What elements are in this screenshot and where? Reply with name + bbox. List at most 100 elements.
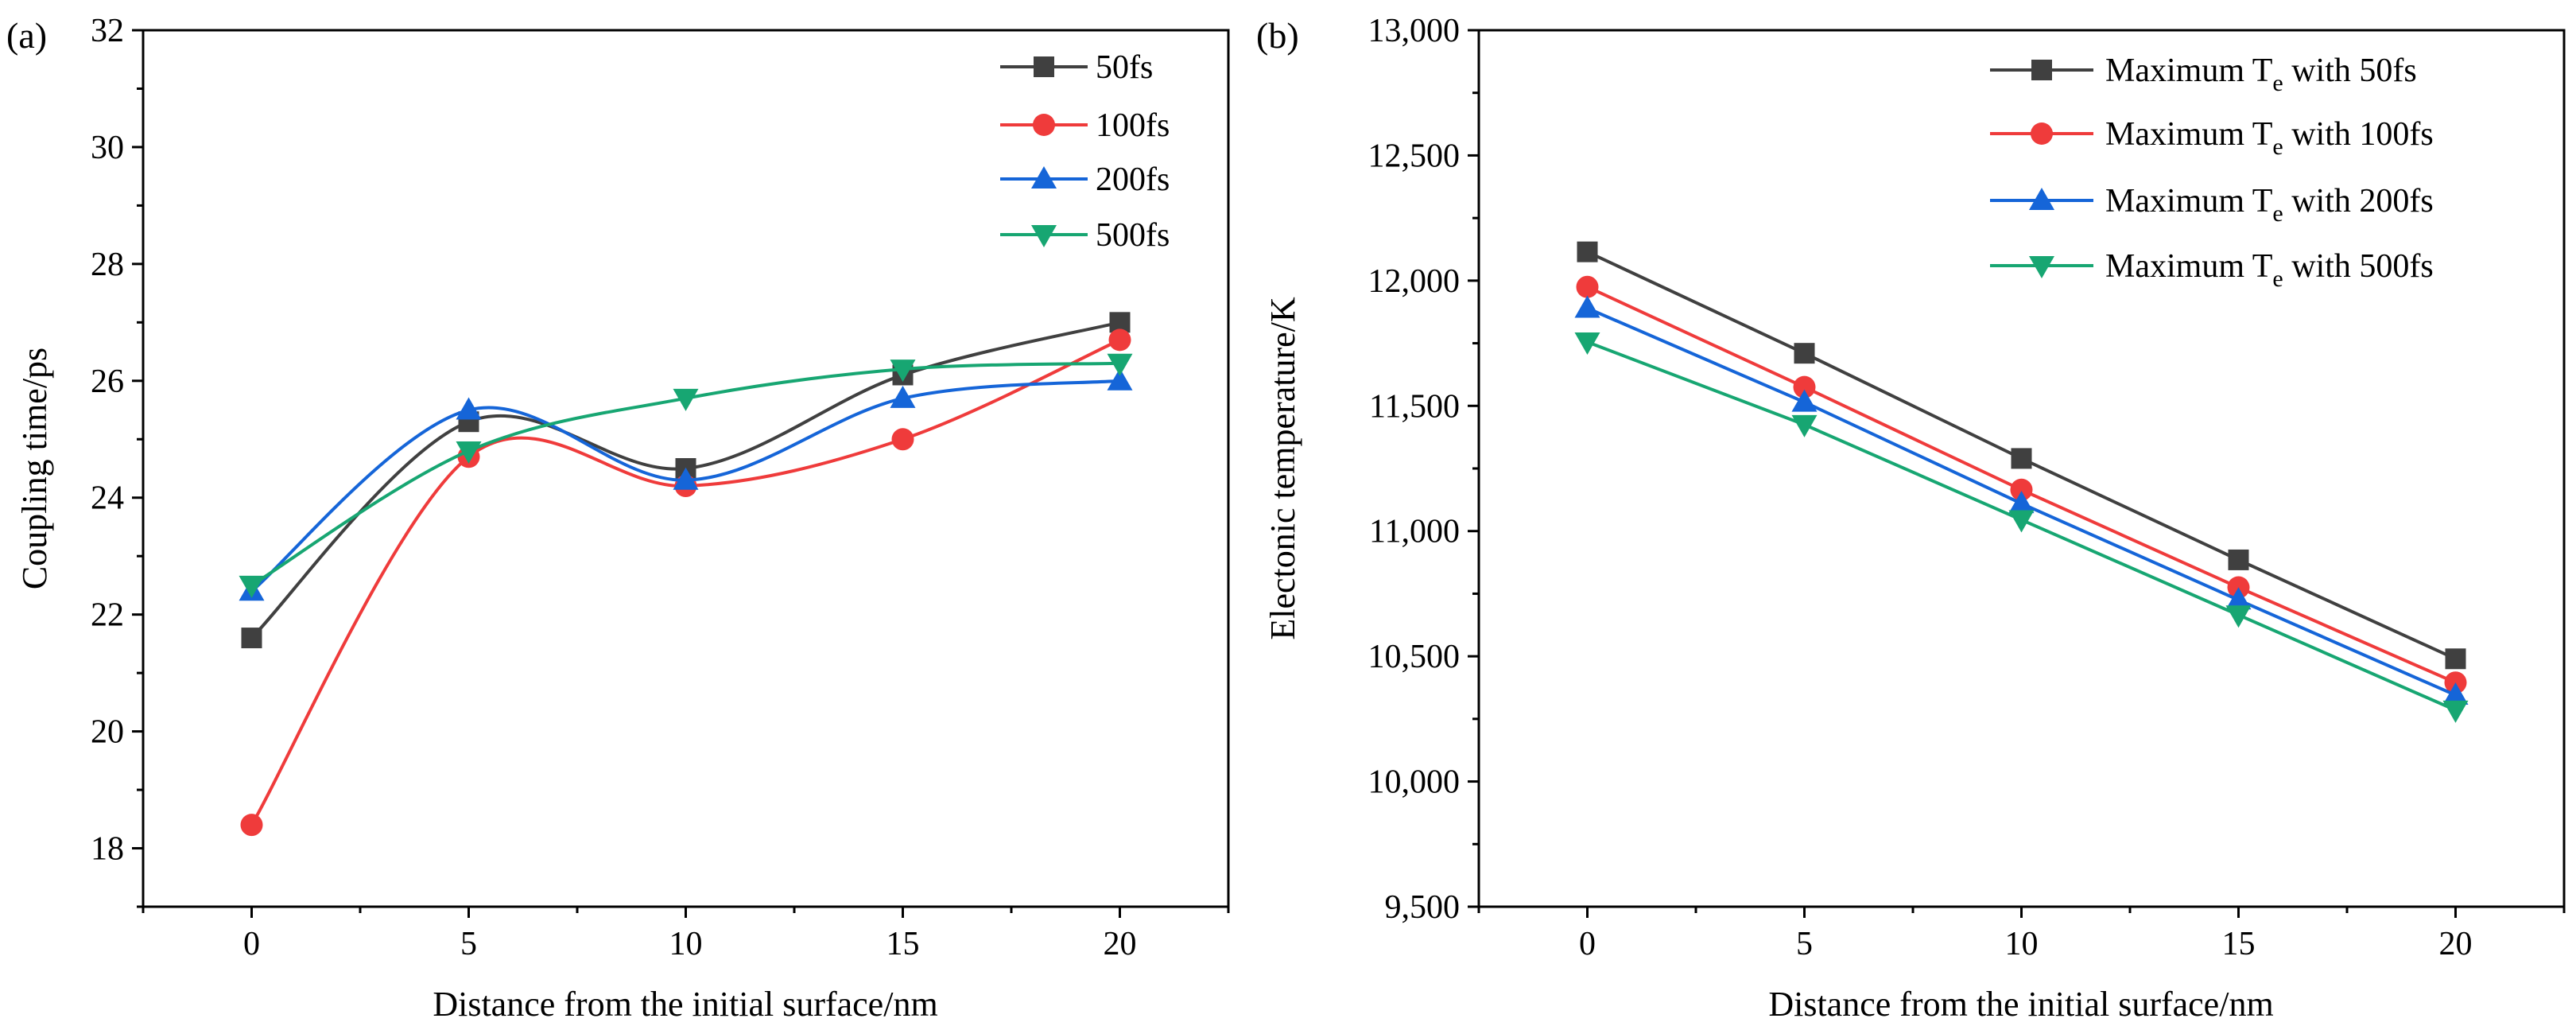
data-point-maximum-te-with-500fs	[2225, 605, 2252, 628]
legend-label-subscript: e	[2272, 266, 2283, 292]
x-tick-label: 15	[886, 926, 920, 962]
panel-b-x-axis-label: Distance from the initial surface/nm	[1768, 985, 2273, 1024]
data-point-50fs	[241, 628, 262, 649]
y-tick-label: 30	[91, 130, 124, 166]
x-tick-label: 20	[1104, 926, 1137, 962]
legend-item-maximum-te-500fs: Maximum Te with 500fs	[1990, 248, 2434, 292]
data-point-500fs	[239, 575, 265, 598]
legend-label-suffix: with 50fs	[2283, 52, 2417, 89]
panel-b-label: (b)	[1256, 15, 1299, 56]
y-tick-label: 11,500	[1369, 388, 1460, 425]
data-point-maximum-te-with-500fs	[1574, 332, 1600, 355]
data-point-maximum-te-with-50fs	[2445, 648, 2466, 670]
data-point-200fs	[456, 397, 482, 420]
legend-label-prefix: Maximum T	[2105, 183, 2272, 220]
panel-b-legend: Maximum Te with 50fs Maximum Te with 100…	[1990, 52, 2434, 292]
legend-item-100fs: 100fs	[1000, 107, 1170, 144]
data-point-maximum-te-with-50fs	[1577, 241, 1598, 262]
series-line-100fs	[250, 338, 1121, 826]
y-tick-label: 20	[91, 714, 124, 751]
legend-label-suffix: with 200fs	[2283, 183, 2434, 220]
legend-label-subscript: e	[2272, 70, 2283, 96]
data-point-200fs	[1107, 367, 1133, 391]
x-tick-label: 20	[2439, 926, 2473, 962]
y-tick-label: 10,000	[1368, 764, 1461, 801]
data-point-maximum-te-with-200fs	[2008, 491, 2035, 514]
legend-label-prefix: Maximum T	[2105, 52, 2272, 89]
legend-label-500fs: 500fs	[1096, 217, 1170, 254]
data-point-maximum-te-with-200fs	[2225, 587, 2252, 610]
legend-label-subscript: e	[2272, 134, 2283, 160]
y-tick-label: 24	[91, 480, 124, 517]
data-point-maximum-te-with-100fs	[1576, 275, 1599, 298]
y-tick-label: 13,000	[1368, 13, 1461, 49]
legend-label-maximum-te-200fs: Maximum Te with 200fs	[2105, 183, 2434, 227]
data-point-maximum-te-with-50fs	[2011, 448, 2032, 469]
data-point-maximum-te-with-50fs	[2228, 549, 2249, 570]
data-point-maximum-te-with-200fs	[1574, 295, 1600, 318]
legend-label-maximum-te-100fs: Maximum Te with 100fs	[2105, 116, 2434, 160]
panel-a-y-axis-label: Coupling time/ps	[15, 348, 54, 589]
x-tick-label: 10	[669, 926, 703, 962]
y-tick-label: 12,500	[1368, 138, 1461, 174]
panel-b-electron-temperature-chart: (b) 9,500 10,000 10,500 11,000 11,500 12,000 1…	[1256, 13, 2566, 1024]
panel-a-legend: 50fs 100fs 200fs 500fs	[1000, 49, 1170, 254]
legend-item-maximum-te-200fs: Maximum Te with 200fs	[1990, 183, 2434, 227]
legend-label-suffix: with 100fs	[2283, 116, 2434, 153]
legend-marker-maximum-te-100fs	[2031, 122, 2053, 145]
x-tick-label: 15	[2222, 926, 2256, 962]
x-tick-label: 0	[243, 926, 260, 962]
panel-b-y-axis: 9,500 10,000 10,500 11,000 11,500 12,000 12,50…	[1368, 13, 1479, 926]
data-point-maximum-te-with-100fs	[2010, 478, 2033, 501]
legend-marker-200fs	[1031, 166, 1057, 189]
legend-marker-maximum-te-50fs	[2031, 60, 2052, 80]
legend-marker-100fs	[1033, 114, 1055, 136]
y-tick-label: 11,000	[1369, 514, 1460, 550]
panel-a-x-axis-label: Distance from the initial surface/nm	[433, 985, 937, 1024]
panel-a-series-group	[239, 312, 1133, 837]
panel-a-coupling-time-chart: (a) 18 20 22 24 26 28 30 32 0 5 10 15 20 Distance f…	[6, 13, 1230, 1024]
panel-b-x-axis: 0 5 10 15 20	[1477, 907, 2566, 962]
panel-b-y-axis-label: Electonic temperature/K	[1263, 297, 1302, 639]
data-point-maximum-te-with-500fs	[2008, 510, 2035, 533]
legend-label-maximum-te-500fs: Maximum Te with 500fs	[2105, 248, 2434, 292]
legend-marker-maximum-te-500fs	[2029, 256, 2054, 278]
legend-label-maximum-te-50fs: Maximum Te with 50fs	[2105, 52, 2417, 96]
legend-item-maximum-te-100fs: Maximum Te with 100fs	[1990, 116, 2434, 160]
data-point-maximum-te-with-500fs	[1791, 414, 1818, 437]
data-point-200fs	[890, 385, 916, 408]
x-tick-label: 10	[2005, 926, 2039, 962]
legend-item-50fs: 50fs	[1000, 49, 1153, 86]
legend-label-prefix: Maximum T	[2105, 116, 2272, 153]
series-line-50fs	[250, 321, 1120, 639]
panel-a-x-axis: 0 5 10 15 20	[142, 907, 1230, 962]
x-tick-label: 5	[1796, 926, 1813, 962]
legend-marker-maximum-te-200fs	[2029, 188, 2054, 210]
data-point-maximum-te-with-500fs	[2442, 700, 2469, 723]
data-point-maximum-te-with-50fs	[1794, 343, 1815, 364]
panel-a-label: (a)	[6, 15, 47, 56]
legend-item-maximum-te-50fs: Maximum Te with 50fs	[1990, 52, 2417, 96]
panel-b-series-group	[1574, 241, 2469, 723]
data-point-200fs	[673, 467, 699, 490]
y-tick-label: 32	[91, 13, 124, 49]
data-point-100fs	[891, 428, 914, 451]
y-tick-label: 22	[91, 597, 124, 634]
data-point-100fs	[1108, 328, 1131, 352]
legend-label-subscript: e	[2272, 200, 2283, 227]
legend-label-50fs: 50fs	[1096, 49, 1153, 86]
legend-label-prefix: Maximum T	[2105, 248, 2272, 285]
legend-label-suffix: with 500fs	[2283, 248, 2434, 285]
y-tick-label: 18	[91, 831, 124, 868]
x-tick-label: 5	[460, 926, 477, 962]
y-tick-label: 9,500	[1385, 889, 1461, 926]
y-tick-label: 28	[91, 247, 124, 283]
x-tick-label: 0	[1579, 926, 1596, 962]
panel-a-y-axis: 18 20 22 24 26 28 30 32	[91, 13, 143, 908]
legend-item-200fs: 200fs	[1000, 161, 1170, 198]
data-point-500fs	[890, 360, 916, 383]
legend-item-500fs: 500fs	[1000, 217, 1170, 254]
data-point-maximum-te-with-200fs	[1791, 389, 1818, 412]
data-point-maximum-te-with-100fs	[1793, 375, 1816, 398]
